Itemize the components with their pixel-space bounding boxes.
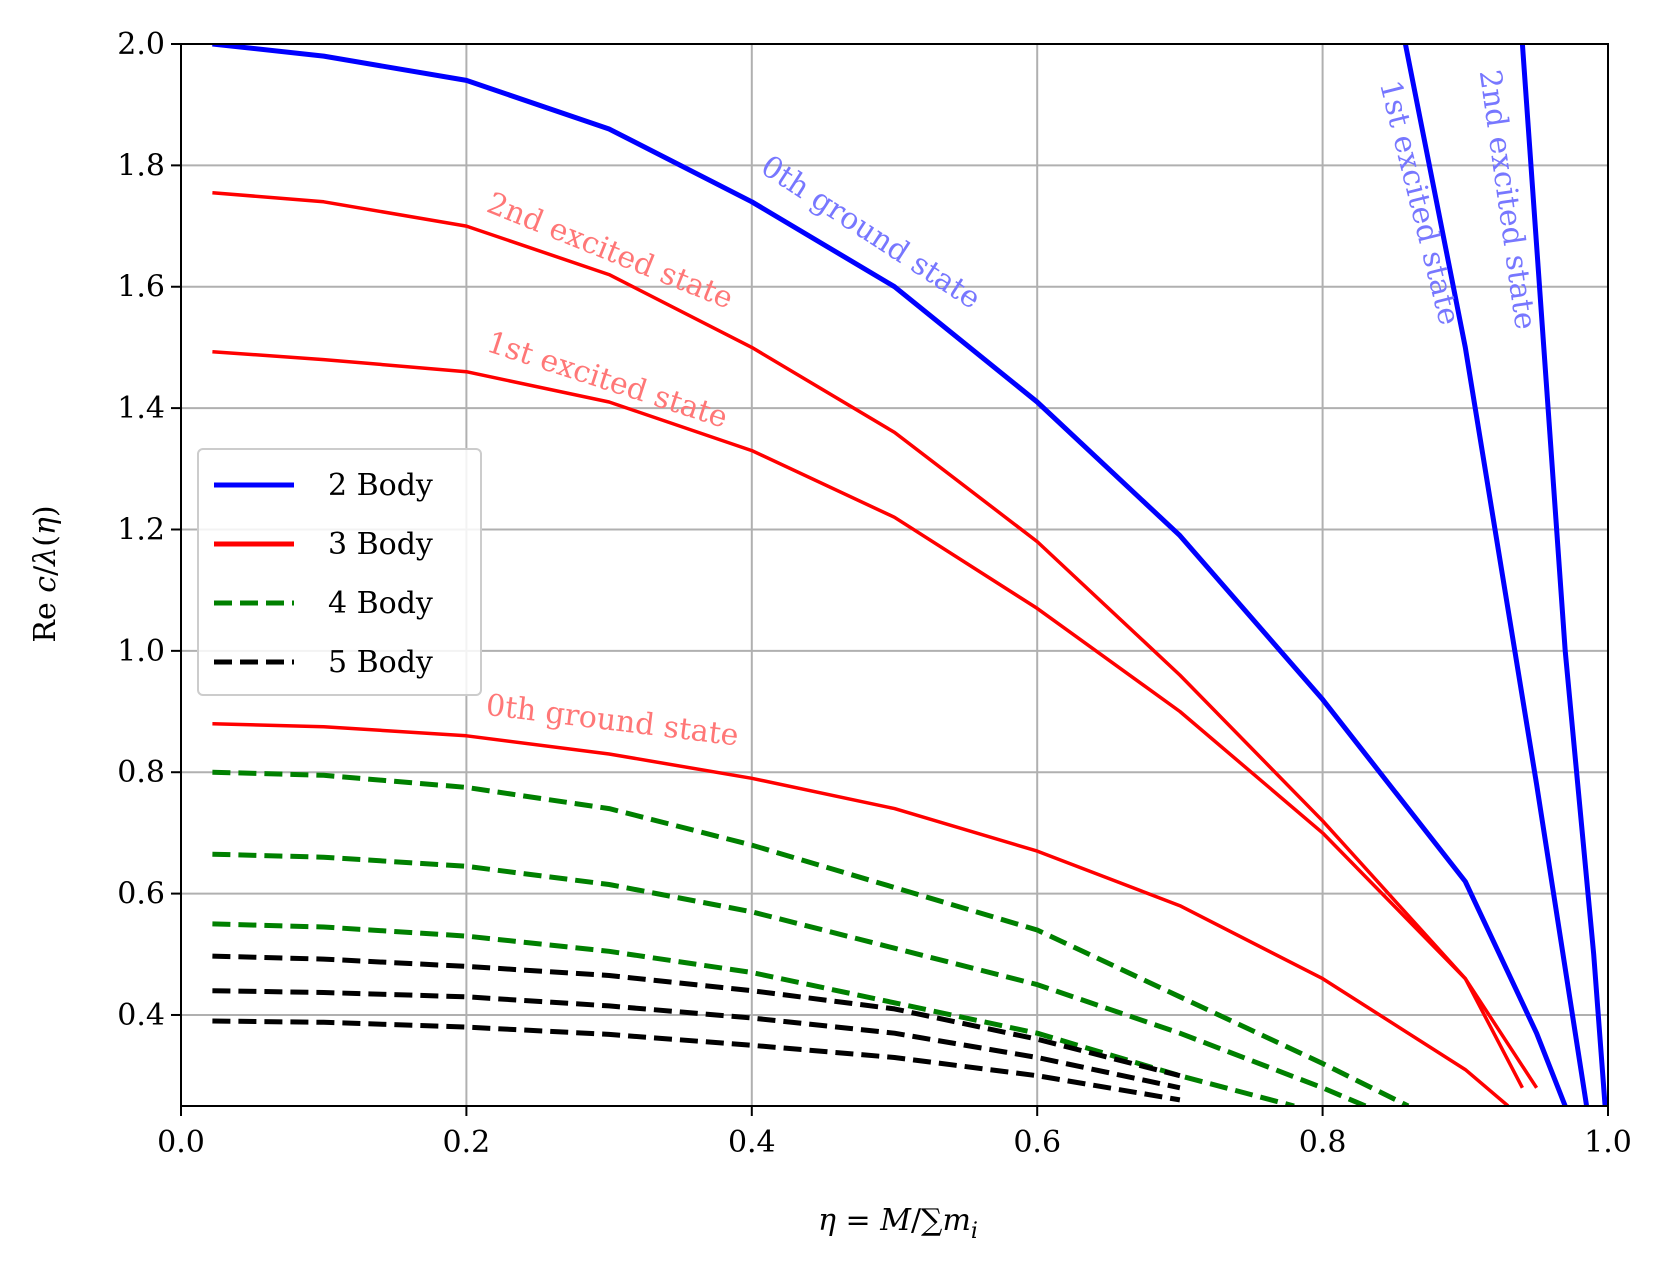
x-tick-label: 0.8: [1299, 1125, 1347, 1160]
y-tick-label: 1.4: [117, 391, 165, 426]
x-tick-label: 0.6: [1013, 1125, 1061, 1160]
x-tick-label: 1.0: [1584, 1125, 1632, 1160]
series-group: [212, 44, 1608, 1106]
y-tick-label: 1.2: [117, 512, 165, 547]
legend-label: 4 Body: [328, 586, 433, 621]
series-line-4-body: [212, 921, 1295, 1106]
x-tick-label: 0.2: [443, 1125, 491, 1160]
legend-label: 3 Body: [328, 527, 433, 562]
y-axis: 0.4 0.6 0.8 1.0 1.2 1.4 1.6 1.8 2.0: [117, 27, 181, 1033]
x-tick-label: 0.0: [157, 1125, 205, 1160]
series-line-3-body: [212, 190, 1539, 1089]
series-line-2-body: [212, 44, 1568, 1106]
legend-box: [197, 448, 482, 696]
series-line-4-body: [212, 769, 1410, 1106]
series-line-5-body: [212, 988, 1181, 1091]
x-axis-label: η = M/∑mi: [818, 1203, 978, 1244]
series-line-2-body: [1519, 44, 1608, 1106]
y-tick-label: 0.8: [117, 755, 165, 790]
y-tick-label: 1.0: [117, 634, 165, 669]
series-line-3-body: [212, 349, 1524, 1089]
legend: 2 Body 3 Body 4 Body 5 Body: [197, 448, 482, 696]
y-tick-label: 1.6: [117, 270, 165, 305]
y-tick-label: 0.6: [117, 877, 165, 912]
legend-label: 2 Body: [328, 468, 433, 503]
plot-frame: [180, 43, 1609, 1107]
x-tick-label: 0.4: [728, 1125, 776, 1160]
x-axis: 0.0 0.2 0.4 0.6 0.8 1.0: [157, 1106, 1632, 1160]
series-line-4-body: [212, 851, 1367, 1106]
series-line-5-body: [212, 1018, 1181, 1103]
legend-label: 5 Body: [328, 645, 433, 680]
y-tick-label: 0.4: [117, 998, 165, 1033]
series-line-3-body: [212, 721, 1510, 1106]
y-tick-label: 1.8: [117, 148, 165, 183]
series-line-2-body: [1402, 44, 1590, 1106]
y-axis-label: Re c/λ(η): [28, 505, 63, 642]
y-tick-label: 2.0: [117, 27, 165, 62]
series-line-5-body: [212, 953, 1181, 1079]
